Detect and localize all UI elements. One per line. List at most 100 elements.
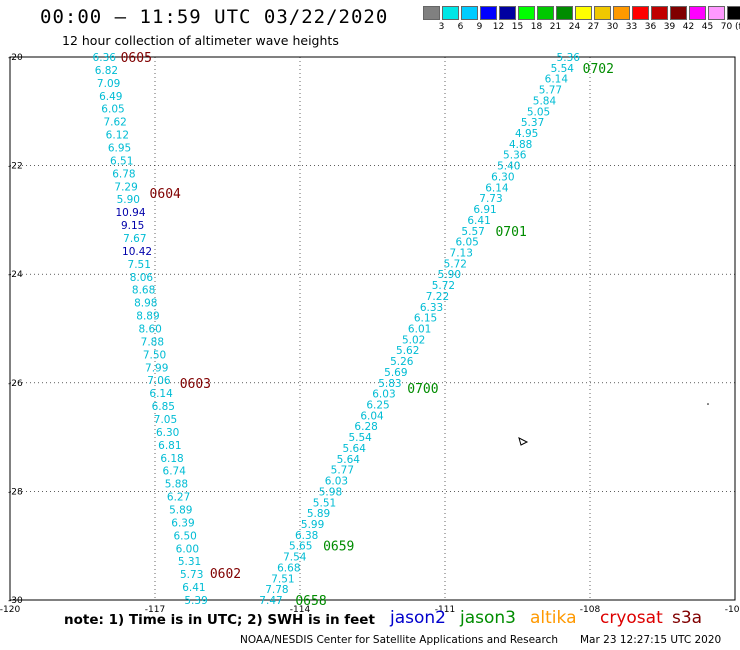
- track-b-value: 5.99: [301, 519, 324, 531]
- island-dot: [707, 403, 709, 405]
- track-a-value: 6.05: [101, 104, 124, 116]
- track-a-value: 7.05: [154, 414, 177, 426]
- track-b-value: 6.30: [491, 171, 514, 183]
- track-b-value: 6.03: [325, 476, 348, 488]
- footer-credit: NOAA/NESDIS Center for Satellite Applica…: [240, 634, 558, 646]
- track-b-value: 6.01: [408, 324, 431, 336]
- legend-label: 30: [606, 22, 619, 32]
- legend-swatch: [613, 6, 630, 20]
- track-b-value: 7.54: [283, 552, 307, 564]
- track-b-value: 5.40: [497, 161, 520, 173]
- legend-swatch: [575, 6, 592, 20]
- track-a-value: 6.12: [106, 130, 129, 142]
- satellite-altika: altika: [530, 608, 577, 628]
- legend-label: 21: [549, 22, 562, 32]
- track-b-value: 5.90: [438, 269, 461, 281]
- track-a-value: 6.85: [152, 401, 175, 413]
- track-a-value: 6.30: [156, 427, 179, 439]
- track-a-value: 6.95: [108, 143, 131, 155]
- track-b-value: 6.25: [366, 400, 389, 412]
- track-a-time-label: 0605: [121, 51, 152, 66]
- track-b-value: 5.64: [337, 454, 361, 466]
- track-b-value: 6.14: [485, 182, 509, 194]
- track-a-value: 6.27: [167, 492, 190, 504]
- track-a-value: 6.00: [176, 543, 199, 555]
- satellite-jason3: jason3: [460, 608, 516, 628]
- track-a-value: 5.89: [169, 505, 192, 517]
- track-a-time-label: 0603: [180, 377, 211, 392]
- legend-label: 3: [438, 22, 445, 32]
- track-a-value: 6.82: [95, 65, 118, 77]
- track-b-value: 7.78: [265, 584, 288, 596]
- legend-swatch: [670, 6, 687, 20]
- track-a-value: 8.89: [136, 311, 159, 323]
- track-a-value: 5.90: [117, 194, 140, 206]
- legend-unit: (ft): [735, 22, 740, 32]
- track-b-value: 5.83: [378, 378, 401, 390]
- legend-swatch: [461, 6, 478, 20]
- legend-swatch: [518, 6, 535, 20]
- track-b-value: 5.57: [461, 226, 484, 238]
- track-b-value: 6.14: [545, 74, 569, 86]
- track-a-time-label: 0604: [150, 187, 181, 202]
- satellite-jason2: jason2: [390, 608, 446, 628]
- track-b-value: 4.95: [515, 128, 538, 140]
- track-a-value: 5.31: [178, 556, 201, 568]
- track-b-value: 5.64: [343, 443, 367, 455]
- track-b-value: 5.02: [402, 334, 425, 346]
- track-a-value: 6.36: [93, 52, 117, 64]
- track-b-value: 5.54: [348, 432, 372, 444]
- x-tick-label: -120: [0, 605, 20, 615]
- y-tick-label: -30: [8, 596, 23, 606]
- track-a-value: 5.73: [180, 569, 203, 581]
- x-tick-label: -105: [725, 605, 740, 615]
- track-a-value: 8.60: [138, 324, 161, 336]
- track-a-value: 6.78: [112, 168, 135, 180]
- track-b-value: 5.05: [527, 106, 550, 118]
- satellite-s3a: s3a: [672, 608, 703, 628]
- track-a-value: 6.39: [171, 517, 194, 529]
- track-b-value: 5.98: [319, 486, 342, 498]
- track-b-value: 5.77: [539, 85, 562, 97]
- track-a-value: 7.50: [143, 349, 166, 361]
- track-a-value: 8.06: [130, 272, 154, 284]
- track-b-value: 5.72: [432, 280, 455, 292]
- track-b-value: 5.54: [551, 63, 575, 75]
- legend-swatch: [727, 6, 740, 20]
- track-b-time-label: 0700: [407, 382, 438, 397]
- track-b-value: 6.38: [295, 530, 318, 542]
- track-a-value: 5.88: [165, 479, 188, 491]
- legend-label: 36: [644, 22, 657, 32]
- y-tick-label: -20: [8, 53, 23, 63]
- legend-swatch: [423, 6, 440, 20]
- track-a-value: 8.68: [132, 285, 155, 297]
- track-a-value: 6.51: [110, 155, 133, 167]
- y-tick-label: -28: [8, 487, 23, 497]
- legend-label: 27: [587, 22, 600, 32]
- track-a-value: 6.81: [158, 440, 181, 452]
- track-b-value: 7.13: [450, 247, 473, 259]
- legend-label: 39: [663, 22, 676, 32]
- track-a-value: 8.98: [134, 298, 157, 310]
- y-tick-label: -26: [8, 379, 23, 389]
- legend-swatch: [480, 6, 497, 20]
- legend-swatch: [556, 6, 573, 20]
- legend-label: 9: [476, 22, 483, 32]
- legend-label: 15: [511, 22, 524, 32]
- track-b-value: 5.72: [444, 258, 467, 270]
- track-a-value: 7.29: [114, 181, 137, 193]
- legend-label: 24: [568, 22, 581, 32]
- track-a-value: 6.14: [149, 388, 173, 400]
- y-tick-label: -24: [8, 270, 23, 280]
- track-b-time-label: 0659: [323, 540, 354, 555]
- track-a-value: 6.49: [99, 91, 122, 103]
- legend-label: 33: [625, 22, 638, 32]
- track-a-value: 6.18: [160, 453, 183, 465]
- legend-label: 12: [492, 22, 505, 32]
- track-b-value: 7.22: [426, 291, 449, 303]
- x-tick-label: -111: [435, 605, 455, 615]
- track-b-value: 7.47: [259, 595, 282, 607]
- track-b-value: 4.88: [509, 139, 532, 151]
- track-b-value: 6.28: [354, 421, 377, 433]
